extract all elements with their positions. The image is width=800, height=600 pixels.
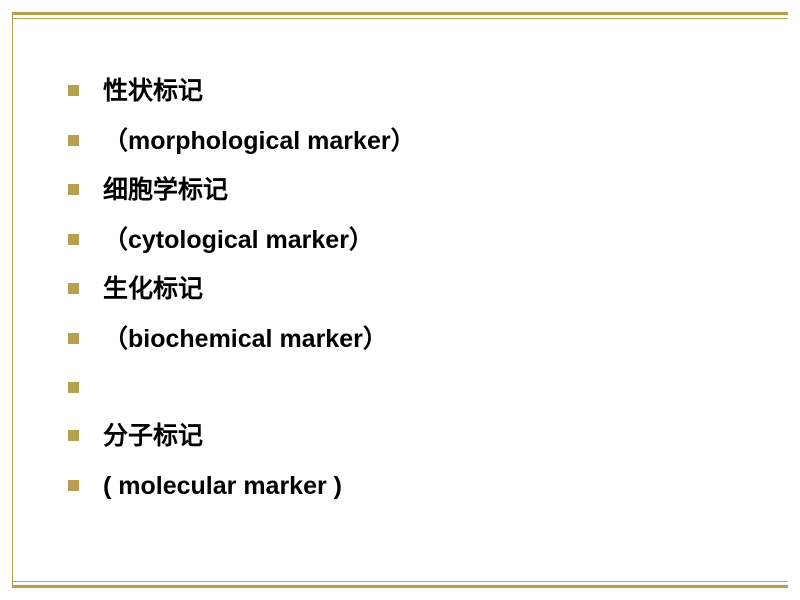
item-text: 性状标记: [103, 73, 203, 111]
bullet-icon: [68, 480, 79, 491]
bullet-icon: [68, 333, 79, 344]
list-item: （morphological marker）: [68, 123, 758, 161]
item-text: 生化标记: [103, 271, 203, 309]
list-item: 性状标记: [68, 73, 758, 111]
item-text: 细胞学标记: [103, 172, 228, 210]
list-item: ( molecular marker ): [68, 468, 758, 506]
item-text: （morphological marker）: [103, 123, 416, 161]
list-item: [68, 370, 758, 406]
list-item: 细胞学标记: [68, 172, 758, 210]
bullet-icon: [68, 234, 79, 245]
list-item: （biochemical marker）: [68, 321, 758, 359]
list-item: （cytological marker）: [68, 222, 758, 260]
slide-frame: 性状标记 （morphological marker） 细胞学标记 （cytol…: [12, 12, 788, 588]
list-item: 分子标记: [68, 418, 758, 456]
bullet-icon: [68, 135, 79, 146]
item-text: ( molecular marker ): [103, 468, 342, 506]
bullet-icon: [68, 283, 79, 294]
bullet-icon: [68, 85, 79, 96]
bullet-icon: [68, 382, 79, 393]
bullet-icon: [68, 430, 79, 441]
item-text: 分子标记: [103, 418, 203, 456]
bullet-icon: [68, 184, 79, 195]
list-item: 生化标记: [68, 271, 758, 309]
item-text: （biochemical marker）: [103, 321, 388, 359]
item-text: （cytological marker）: [103, 222, 374, 260]
slide-content: 性状标记 （morphological marker） 细胞学标记 （cytol…: [13, 15, 788, 547]
